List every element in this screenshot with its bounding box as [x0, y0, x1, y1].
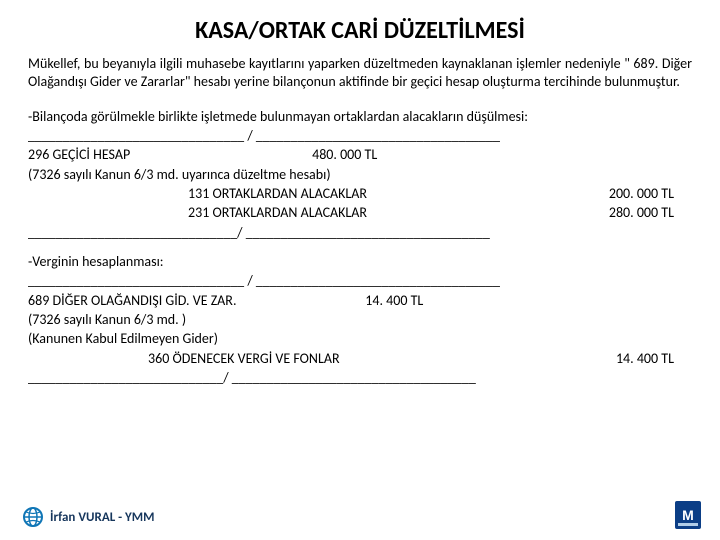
entry-label: 360 ÖDENECEK VERGİ VE FONLAR: [28, 349, 340, 368]
section1-heading: -Bilançoda görülmekle birlikte işletmede…: [28, 107, 692, 126]
entry-label: 231 ORTAKLARDAN ALACAKLAR: [28, 203, 367, 222]
entry-label: 131 ORTAKLARDAN ALACAKLAR: [28, 184, 367, 203]
entry-label: 296 GEÇİCİ HESAP: [28, 145, 130, 164]
separator-top-1: _______________________________ / ______…: [28, 126, 692, 145]
entry-row: (7326 sayılı Kanun 6/3 md. uyarınca düze…: [28, 165, 692, 184]
brand-logo-icon: M: [674, 500, 702, 530]
footer-author: İrfan VURAL - YMM: [50, 510, 155, 525]
entry-amount: 480. 000 TL: [312, 145, 402, 164]
intro-paragraph: Mükellef, bu beyanıyla ilgili muhasebe k…: [28, 55, 692, 91]
section-1: -Bilançoda görülmekle birlikte işletmede…: [28, 107, 692, 242]
entry-row: 296 GEÇİCİ HESAP 480. 000 TL: [28, 145, 692, 164]
entry-subrow: 131 ORTAKLARDAN ALACAKLAR 200. 000 TL: [28, 184, 692, 203]
svg-text:M: M: [682, 507, 694, 523]
footer: İrfan VURAL - YMM: [22, 506, 155, 528]
entry-amount: 280. 000 TL: [584, 203, 692, 222]
entry-label: 689 DİĞER OLAĞANDIŞI GİD. VE ZAR.: [28, 291, 237, 310]
section-2: -Verginin hesaplanması: ________________…: [28, 252, 692, 387]
separator-bottom-1: ______________________________/ ________…: [28, 223, 692, 242]
section2-heading: -Verginin hesaplanması:: [28, 252, 692, 271]
entry-row: 689 DİĞER OLAĞANDIŞI GİD. VE ZAR. 14. 40…: [28, 291, 692, 310]
entry-row: (Kanunen Kabul Edilmeyen Gider): [28, 329, 692, 348]
separator-bottom-2: ____________________________/ __________…: [28, 368, 692, 387]
entry-label: (7326 sayılı Kanun 6/3 md. uyarınca düze…: [28, 165, 331, 184]
entry-label: (Kanunen Kabul Edilmeyen Gider): [28, 329, 218, 348]
entry-row: (7326 sayılı Kanun 6/3 md. ): [28, 310, 692, 329]
entry-amount: 14. 400 TL: [584, 349, 692, 368]
separator-top-2: _______________________________ / ______…: [28, 271, 692, 290]
entry-amount: 200. 000 TL: [584, 184, 692, 203]
entry-subrow: 360 ÖDENECEK VERGİ VE FONLAR 14. 400 TL: [28, 349, 692, 368]
page-title: KASA/ORTAK CARİ DÜZELTİLMESİ: [28, 16, 692, 45]
entry-subrow: 231 ORTAKLARDAN ALACAKLAR 280. 000 TL: [28, 203, 692, 222]
entry-amount: 14. 400 TL: [365, 291, 455, 310]
entry-label: (7326 sayılı Kanun 6/3 md. ): [28, 310, 186, 329]
section2-heading-text: -Verginin hesaplanması:: [28, 252, 164, 271]
globe-icon: [22, 506, 44, 528]
section1-heading-text: -Bilançoda görülmekle birlikte işletmede…: [28, 107, 528, 126]
